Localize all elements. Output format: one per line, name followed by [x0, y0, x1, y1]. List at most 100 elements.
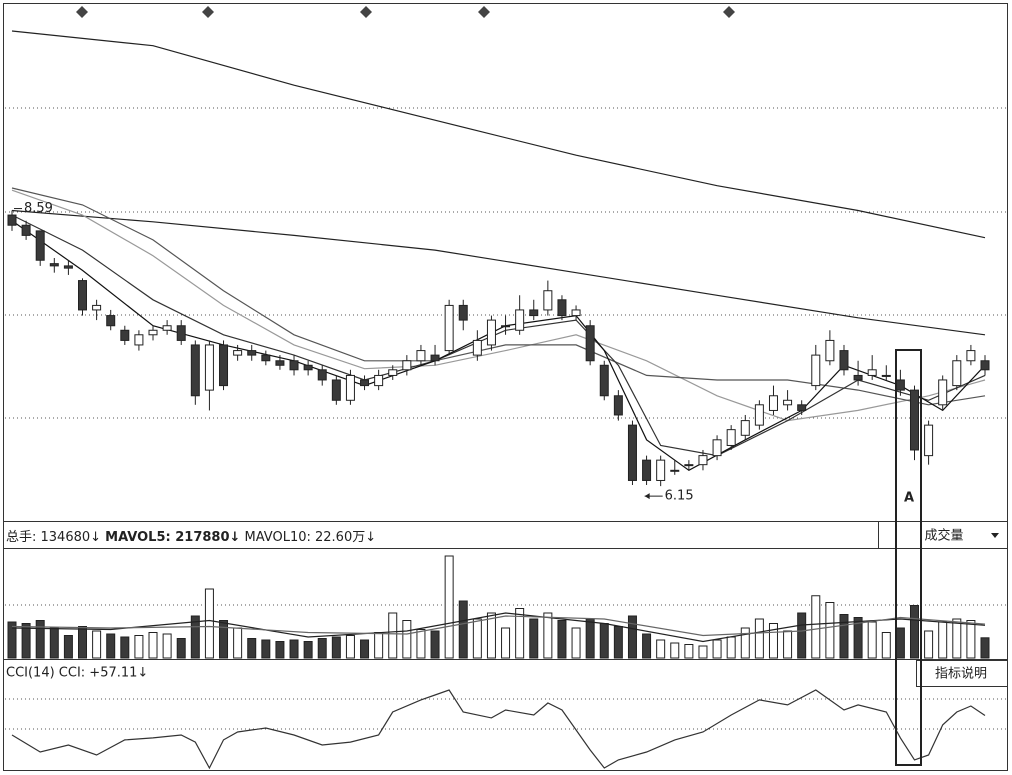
candle-body: [303, 364, 313, 371]
candle-body: [501, 325, 511, 328]
candle-body: [867, 369, 877, 376]
candle-body: [599, 364, 609, 397]
candle-body: [642, 459, 652, 481]
candle-body: [134, 334, 144, 346]
candle-body: [543, 290, 553, 311]
cci-line: [11, 689, 986, 770]
candle-body: [670, 469, 680, 472]
volume-bar: [924, 630, 934, 659]
volume-bar: [92, 630, 102, 659]
volume-bar: [656, 639, 666, 659]
button-box[interactable]: [916, 660, 1008, 687]
candle-body: [797, 404, 807, 411]
candle-body: [430, 354, 440, 362]
candle-body: [783, 399, 793, 406]
candle-body: [966, 350, 976, 362]
volume-bar: [416, 629, 426, 659]
volume-bar: [176, 638, 186, 659]
candle-body: [374, 374, 384, 387]
indicator-dropdown[interactable]: 成交量: [878, 521, 1008, 549]
volume-bar: [486, 612, 496, 659]
event-diamond: [202, 6, 214, 18]
candle-body: [585, 325, 595, 362]
volume-bar: [303, 641, 313, 659]
candle-body: [571, 309, 581, 317]
moving-average: [11, 189, 986, 422]
legend-entry: MAVOL5: 217880↓: [105, 530, 240, 545]
volume-bar: [190, 615, 200, 659]
candle-body: [613, 395, 623, 416]
outer-frame: [3, 3, 1008, 771]
volume-bar: [670, 642, 680, 659]
volume-bar: [980, 637, 990, 659]
candle-body: [980, 360, 990, 371]
event-diamond: [360, 6, 372, 18]
volume-bar: [49, 627, 59, 659]
dropdown-arrow[interactable]: [991, 533, 999, 538]
candle-body: [92, 304, 102, 311]
volume-bar: [938, 621, 948, 659]
volume-bar: [7, 621, 17, 659]
volume-bar: [134, 635, 144, 659]
candle-body: [120, 329, 130, 341]
volume-bar: [247, 638, 257, 659]
event-markers: [76, 6, 735, 18]
volume-bar: [754, 618, 764, 659]
candle-body: [49, 263, 59, 267]
volume-bar: [289, 639, 299, 659]
dropdown-label[interactable]: 成交量: [924, 528, 963, 544]
candle-body: [938, 379, 948, 406]
candle-body: [529, 309, 539, 317]
moving-average: [11, 187, 986, 406]
volume-bar: [613, 626, 623, 659]
candle-body: [360, 379, 370, 387]
marker-label: A: [904, 491, 914, 506]
candle-body: [472, 339, 482, 356]
volume-average: [11, 612, 986, 643]
volume-bar: [345, 635, 355, 659]
moving-average: [11, 30, 986, 239]
highlight-box: [895, 349, 922, 766]
dropdown-box[interactable]: [878, 521, 1008, 549]
button-label[interactable]: 指标说明: [935, 667, 987, 682]
candle-body: [345, 374, 355, 401]
volume-bar: [839, 614, 849, 659]
volume-average: [11, 615, 986, 637]
volume-bar: [388, 612, 398, 659]
volume-bar: [120, 636, 130, 659]
label-arrowhead: [644, 493, 650, 500]
candle-body: [261, 354, 271, 362]
candle-body: [317, 369, 327, 381]
volume-bar: [529, 618, 539, 659]
volume-bar: [63, 635, 73, 659]
event-diamond: [478, 6, 490, 18]
volume-bar: [726, 636, 736, 659]
volume-bar: [698, 645, 708, 659]
volume-bar: [106, 633, 116, 659]
price-grid: [5, 107, 1006, 730]
candle-body: [204, 344, 214, 391]
volume-bar: [162, 633, 172, 659]
volume-bar: [430, 630, 440, 659]
volume-bar: [204, 588, 214, 659]
help-button[interactable]: 指标说明: [916, 660, 1008, 687]
volume-bar: [472, 618, 482, 659]
volume-bar: [783, 630, 793, 659]
candle-body: [924, 424, 934, 457]
event-diamond: [723, 6, 735, 18]
candle-body: [627, 424, 637, 481]
volume-bar: [966, 620, 976, 659]
candle-body: [233, 350, 243, 356]
cci-title: CCI(14) CCI: +57.11↓: [6, 666, 148, 681]
volume-bar: [261, 639, 271, 659]
volume-bar: [360, 639, 370, 659]
volume-bar: [21, 623, 31, 659]
volume-bar: [768, 623, 778, 659]
volume-bar: [684, 644, 694, 659]
candle-body: [247, 350, 257, 356]
volume-bar: [501, 627, 511, 659]
low-label: 6.15: [665, 489, 694, 504]
candle-body: [78, 280, 88, 311]
candle-body: [740, 420, 750, 436]
